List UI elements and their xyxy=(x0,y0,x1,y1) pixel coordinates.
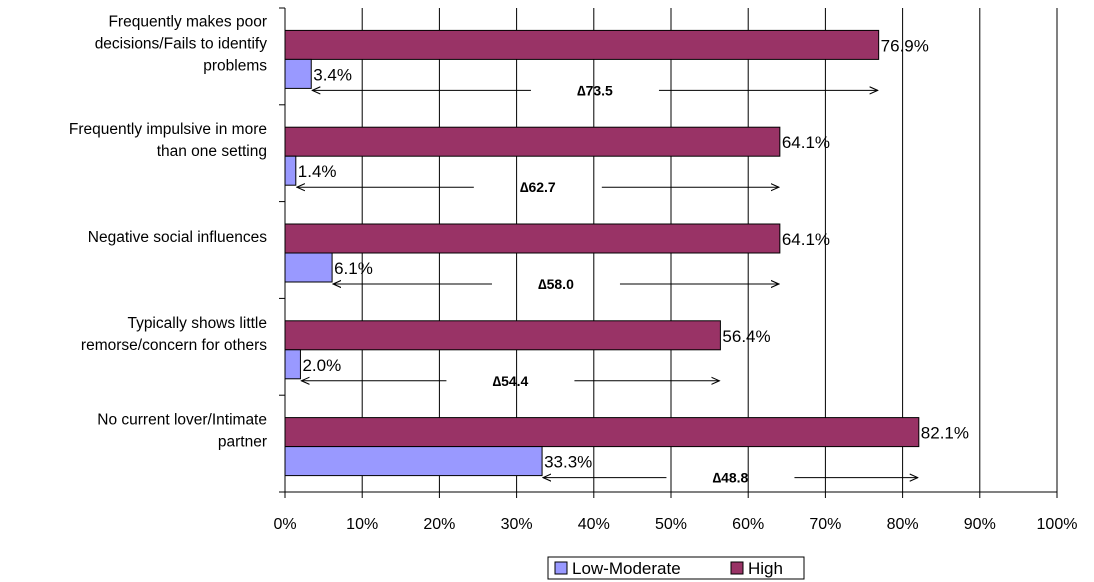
category-label: partner xyxy=(218,434,267,451)
category-label: Frequently impulsive in more xyxy=(69,121,267,138)
data-label-low-moderate: 1.4% xyxy=(298,162,337,181)
delta-label: ∆62.7 xyxy=(520,179,556,195)
legend-swatch-low-moderate xyxy=(554,561,568,575)
labels: 0% 10% 20% 30% 40% 50% 60% 70% 80% 90% 100% Frequen… xyxy=(69,13,1078,533)
x-tick-label: 90% xyxy=(964,516,996,533)
x-tick-label: 50% xyxy=(655,516,687,533)
category-label: No current lover/Intimate xyxy=(97,412,267,429)
category-label: problems xyxy=(203,57,267,74)
data-label-low-moderate: 6.1% xyxy=(334,259,373,278)
x-tick-label: 10% xyxy=(346,516,378,533)
delta-label: ∆54.4 xyxy=(493,373,529,389)
bar-low-moderate xyxy=(284,252,333,283)
data-label-low-moderate: 3.4% xyxy=(313,65,352,84)
data-label-high: 82.1% xyxy=(921,424,969,443)
legend: Low-Moderate High xyxy=(547,556,805,580)
x-tick-label: 20% xyxy=(423,516,455,533)
bar-low-moderate xyxy=(284,58,312,89)
legend-swatch-high xyxy=(730,561,744,575)
delta-label: ∆58.0 xyxy=(538,276,574,292)
bars xyxy=(284,29,920,477)
x-tick-label: 100% xyxy=(1037,516,1078,533)
data-label-low-moderate: 2.0% xyxy=(302,356,341,375)
x-tick-label: 40% xyxy=(578,516,610,533)
category-label: than one setting xyxy=(157,143,267,160)
bar-high xyxy=(284,29,880,60)
x-tick-label: 60% xyxy=(732,516,764,533)
bar-low-moderate xyxy=(284,446,543,477)
bar-high xyxy=(284,126,781,157)
bar-high xyxy=(284,320,721,351)
category-label: remorse/concern for others xyxy=(81,337,267,354)
legend-label-high: High xyxy=(748,559,783,578)
data-label-high: 64.1% xyxy=(782,230,830,249)
x-tick-label: 70% xyxy=(809,516,841,533)
x-tick-label: 80% xyxy=(887,516,919,533)
bar-high xyxy=(284,417,920,448)
data-label-high: 76.9% xyxy=(881,36,929,55)
category-label: Frequently makes poor xyxy=(108,13,267,30)
data-label-high: 56.4% xyxy=(722,327,770,346)
bar-low-moderate xyxy=(284,349,301,380)
bar-high xyxy=(284,223,781,254)
x-tick-label: 0% xyxy=(273,516,296,533)
legend-label-low-moderate: Low-Moderate xyxy=(572,559,681,578)
category-label: Negative social influences xyxy=(88,229,267,246)
category-label: decisions/Fails to identify xyxy=(95,35,268,52)
delta-label: ∆48.8 xyxy=(713,470,749,486)
data-label-low-moderate: 33.3% xyxy=(544,453,592,472)
delta-label: ∆73.5 xyxy=(577,82,613,98)
data-label-high: 64.1% xyxy=(782,133,830,152)
bar-low-moderate xyxy=(284,155,297,186)
x-tick-label: 30% xyxy=(501,516,533,533)
category-label: Typically shows little xyxy=(127,315,267,332)
